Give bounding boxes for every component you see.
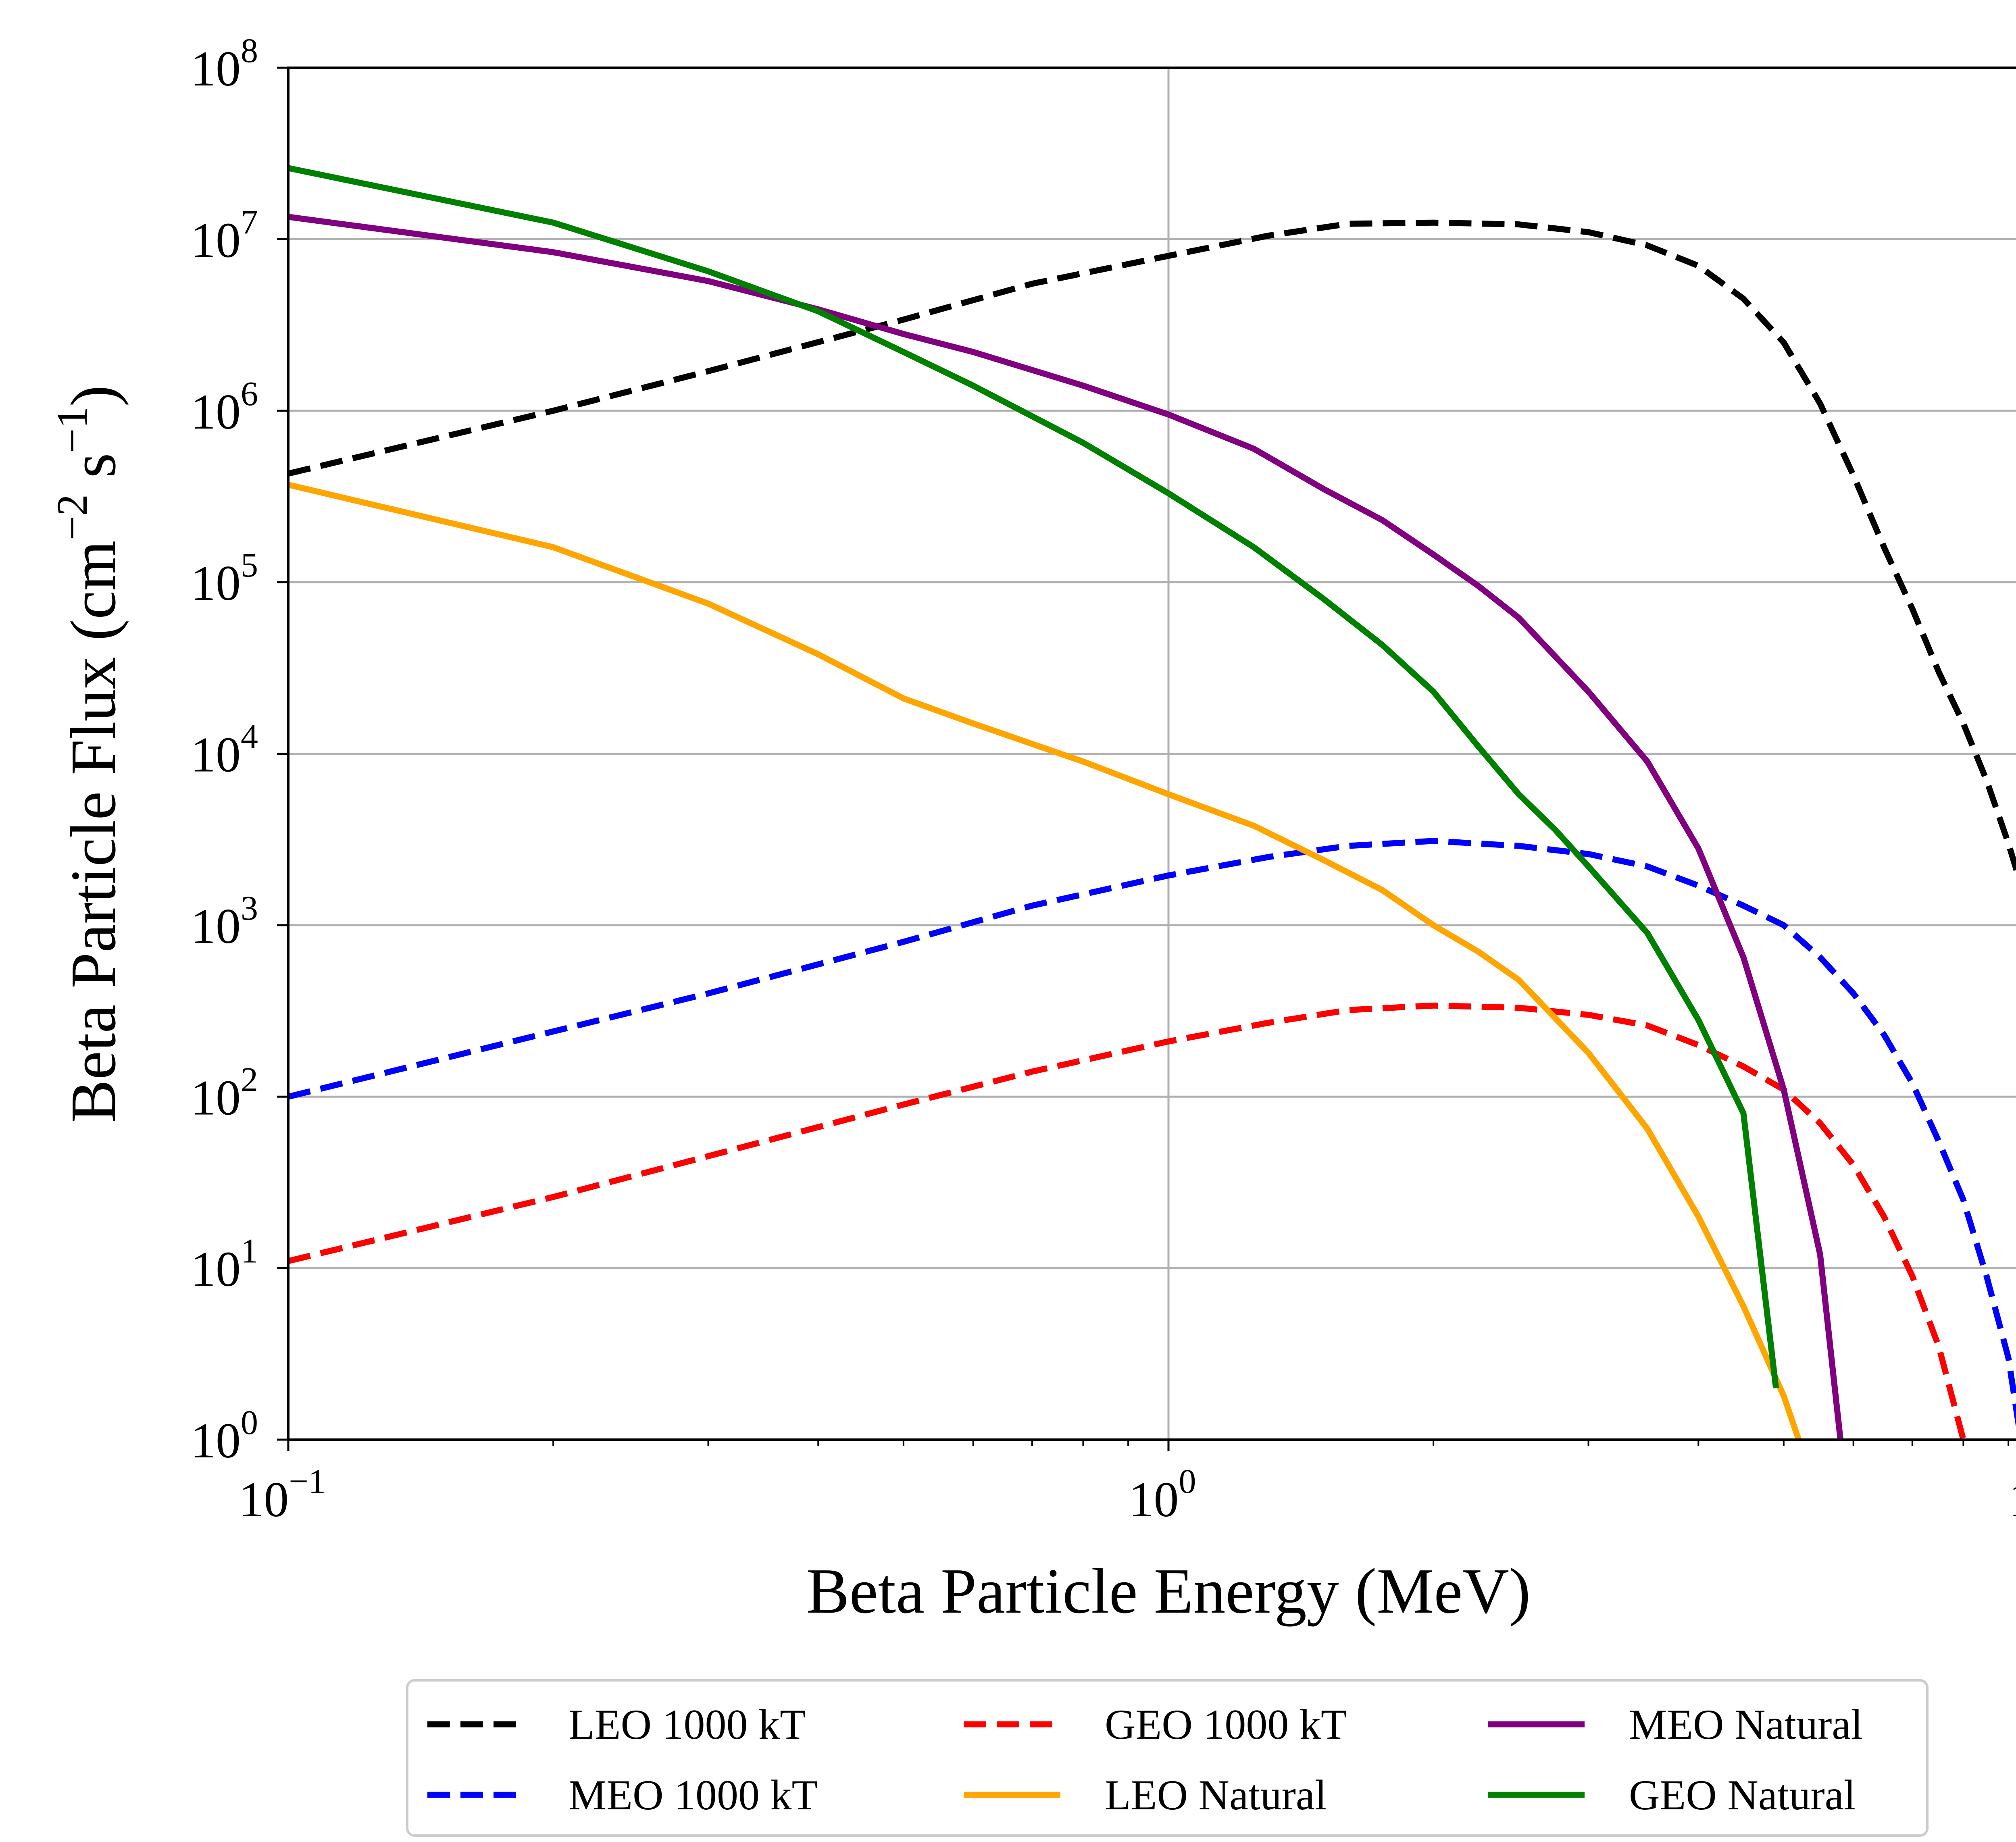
legend: LEO 1000 kT MEO 1000 kT GEO 1000 kT LEO Nat…: [406, 1679, 1929, 1837]
legend-label-leo-1000-kt: LEO 1000 kT: [569, 1701, 806, 1748]
y-axis-title-exp2: −1: [48, 407, 96, 453]
y-tick-label-base: 10: [191, 727, 241, 783]
y-tick-label: 100: [191, 1403, 258, 1468]
x-tick-label-base: 10: [239, 1472, 289, 1527]
y-tick-label: 107: [191, 202, 258, 268]
y-tick-label-exp: 0: [241, 1403, 258, 1442]
y-tick-label: 101: [191, 1232, 258, 1297]
y-tick-label-base: 10: [191, 41, 241, 96]
legend-label-geo-natural: GEO Natural: [1629, 1771, 1856, 1819]
y-tick-label: 106: [191, 374, 258, 439]
y-axis-title: Beta Particle Flux (cm−2 s−1): [48, 385, 129, 1122]
y-tick-label-base: 10: [191, 384, 241, 439]
grid: [288, 68, 2016, 1440]
series-line-meo-natural: [288, 214, 1844, 1440]
y-tick-label-base: 10: [191, 212, 241, 268]
y-tick-label-exp: 7: [241, 202, 258, 241]
y-tick-label: 103: [191, 889, 258, 954]
y-tick-label: 104: [191, 717, 258, 783]
y-tick-label: 108: [191, 31, 258, 96]
x-tick-label-exp: −1: [289, 1462, 326, 1501]
x-tick-label-base: 10: [2009, 1472, 2016, 1527]
x-axis-title: Beta Particle Energy (MeV): [806, 1555, 1531, 1627]
series-line-leo-natural: [288, 482, 1802, 1440]
series-line-leo-1000-kt: [288, 219, 2016, 879]
y-tick-label-base: 10: [191, 899, 241, 954]
y-tick-label-exp: 5: [241, 545, 258, 584]
y-tick-label: 105: [191, 545, 258, 611]
y-tick-label-base: 10: [191, 1413, 241, 1468]
y-tick-label-base: 10: [191, 1070, 241, 1125]
y-tick-label-base: 10: [191, 1242, 241, 1297]
y-tick-label-exp: 6: [241, 374, 258, 413]
x-tick-label-base: 10: [1129, 1472, 1179, 1527]
tick-marks: [277, 67, 1170, 1451]
y-tick-label-base: 10: [191, 556, 241, 611]
y-tick-label: 102: [191, 1060, 258, 1125]
series-line-meo-1000-kt: [288, 838, 2016, 1428]
series-lines: [288, 165, 2016, 1440]
y-tick-label-exp: 8: [241, 31, 258, 70]
series-line-geo-1000-kt: [288, 1002, 1966, 1440]
y-tick-label-exp: 3: [241, 889, 258, 927]
x-tick-label: 100: [1129, 1462, 1196, 1527]
y-axis-title-mid: s: [57, 453, 129, 494]
y-axis-title-exp1: −2: [48, 494, 96, 541]
x-tick-label-exp: 0: [1179, 1462, 1196, 1501]
legend-label-meo-1000-kt: MEO 1000 kT: [569, 1771, 818, 1819]
legend-label-leo-natural: LEO Natural: [1105, 1771, 1327, 1819]
y-tick-label-exp: 1: [241, 1232, 258, 1270]
y-axis-title-text: Beta Particle Flux (cm: [57, 541, 129, 1123]
y-axis-title-end: ): [57, 385, 129, 406]
x-tick-label: 101: [2009, 1462, 2016, 1527]
legend-label-geo-1000-kt: GEO 1000 kT: [1105, 1701, 1347, 1748]
series-line-geo-natural: [288, 165, 1779, 1388]
y-tick-label-exp: 2: [241, 1060, 258, 1099]
y-tick-label-exp: 4: [241, 717, 258, 756]
x-tick-label: 10−1: [239, 1462, 326, 1527]
legend-label-meo-natural: MEO Natural: [1629, 1701, 1863, 1748]
